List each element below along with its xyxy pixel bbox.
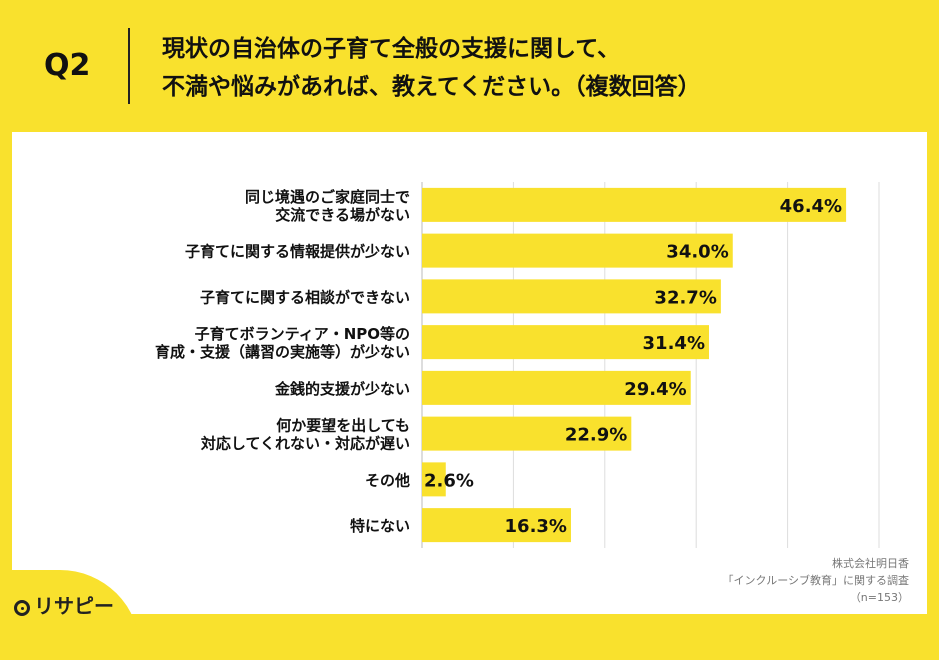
bar bbox=[422, 462, 446, 497]
data-label: 31.4% bbox=[643, 333, 705, 354]
category-label: 交流できる場がない bbox=[275, 206, 410, 224]
source-survey: 「インクルーシブ教育」に関する調査 bbox=[722, 574, 909, 587]
category-label: 何か要望を出しても bbox=[276, 417, 410, 435]
category-label: 育成・支援（講習の実施等）が少ない bbox=[155, 343, 410, 361]
category-label: 子育てに関する相談ができない bbox=[200, 288, 410, 306]
question-title-line-1: 現状の自治体の子育て全般の支援に関して、 bbox=[162, 36, 621, 62]
question-title: 現状の自治体の子育て全般の支援に関して、 不満や悩みがあれば、教えてください。（… bbox=[162, 30, 701, 106]
header: Q2 現状の自治体の子育て全般の支援に関して、 不満や悩みがあれば、教えてくださ… bbox=[0, 0, 939, 132]
data-label: 34.0% bbox=[666, 242, 728, 263]
data-label: 29.4% bbox=[624, 379, 686, 400]
data-label: 22.9% bbox=[565, 425, 627, 446]
logo-text: リサピー bbox=[34, 594, 114, 618]
sample-size: （n=153） bbox=[849, 591, 909, 604]
source-company: 株式会社明日香 bbox=[832, 557, 909, 570]
category-label: その他 bbox=[365, 471, 410, 489]
bar bbox=[422, 187, 847, 222]
logo: リサピー bbox=[14, 590, 114, 619]
category-label: 金銭的支援が少ない bbox=[274, 380, 410, 398]
source-note: 株式会社明日香 「インクルーシブ教育」に関する調査 （n=153） bbox=[723, 555, 909, 606]
bar bbox=[422, 370, 691, 405]
bar bbox=[422, 508, 571, 543]
data-label: 16.3% bbox=[505, 516, 567, 537]
bar bbox=[422, 279, 721, 314]
data-label: 32.7% bbox=[654, 287, 716, 308]
category-label: 特にない bbox=[350, 517, 410, 535]
category-label: 同じ境遇のご家庭同士で bbox=[245, 188, 410, 206]
bar bbox=[422, 233, 733, 268]
category-label: 子育てに関する情報提供が少ない bbox=[185, 243, 410, 261]
header-divider bbox=[128, 28, 130, 104]
category-label: 子育てボランティア・NPO等の bbox=[195, 325, 410, 343]
bar bbox=[422, 416, 632, 451]
category-label: 対応してくれない・対応が遅い bbox=[200, 435, 410, 453]
data-label: 2.6% bbox=[424, 470, 474, 491]
question-number: Q2 bbox=[44, 48, 91, 83]
bar bbox=[422, 325, 709, 360]
pin-icon bbox=[14, 600, 30, 616]
question-title-line-2: 不満や悩みがあれば、教えてください。（複数回答） bbox=[162, 74, 701, 100]
data-label: 46.4% bbox=[780, 196, 842, 217]
